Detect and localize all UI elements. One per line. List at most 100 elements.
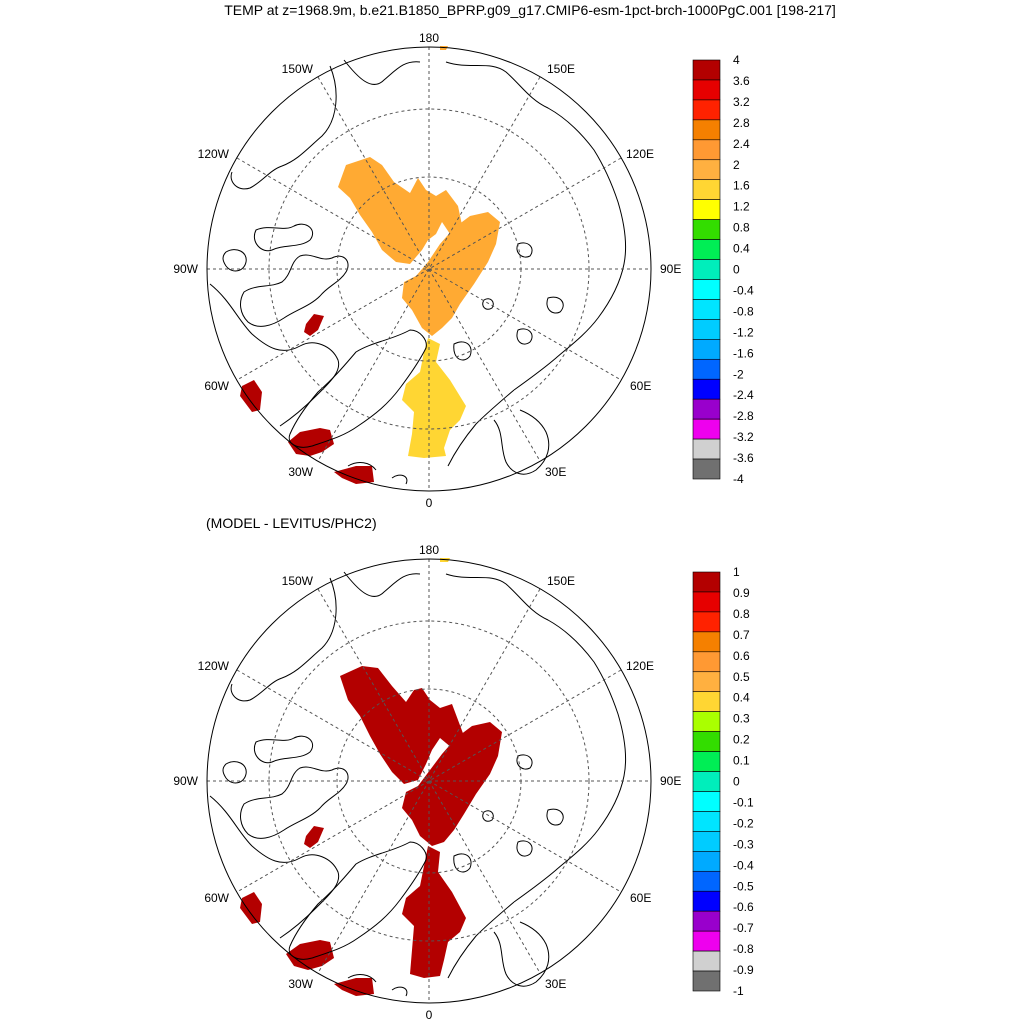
colorbar-swatch (692, 199, 721, 220)
colorbar-tick-label: -0.7 (733, 921, 754, 935)
colorbar-swatch (692, 219, 721, 240)
colorbar-tick-label: -2.8 (733, 409, 754, 423)
colorbar-tick-label: 0.7 (733, 628, 750, 642)
colorbar-tick-label: -3.6 (733, 451, 754, 465)
bottom-lon-label: 90W (173, 774, 198, 788)
colorbar-swatch (692, 591, 721, 613)
bottom-lon-label: 60W (204, 891, 229, 905)
bottom-coast-islands (453, 754, 564, 873)
bottom-grid (207, 559, 651, 1003)
colorbar-swatch (692, 811, 721, 832)
colorbar-tick-label: 4 (733, 53, 740, 67)
colorbar-swatch (692, 438, 721, 460)
bottom-field-iceland-basin (334, 978, 374, 996)
bottom-lon-label: 30E (545, 977, 566, 991)
bottom-field-fram-strait (402, 846, 466, 978)
colorbar-tick-label: -0.4 (733, 283, 754, 297)
colorbar-tick-label: 0.2 (733, 733, 750, 747)
bottom-coast-iceland-uk (347, 974, 408, 997)
top-lon-label: 150E (547, 62, 575, 76)
figure-subtitle: (MODEL - LEVITUS/PHC2) (206, 515, 377, 531)
colorbar-swatch (692, 631, 721, 653)
bottom-lon-label: 120W (198, 659, 230, 673)
colorbar-tick-label: -2.4 (733, 388, 754, 402)
top-lon-label: 180 (419, 31, 439, 45)
bottom-latitude-70 (268, 620, 590, 942)
colorbar-swatch (692, 970, 721, 992)
colorbar-swatch (692, 458, 721, 480)
bottom-coast-alaska (230, 571, 421, 702)
top-coast-islands (453, 242, 564, 361)
colorbar-swatch (692, 239, 721, 260)
colorbar-tick-label: -0.6 (733, 900, 754, 914)
bottom-coast-north-america (209, 795, 340, 939)
colorbar-swatch (692, 711, 721, 732)
colorbar-swatch (692, 571, 721, 593)
colorbar-tick-label: 0.4 (733, 242, 750, 256)
colorbar-swatch (692, 611, 721, 633)
colorbar-swatch (692, 651, 721, 673)
top-lon-label: 60W (204, 379, 229, 393)
top-lon-label: 60E (630, 379, 651, 393)
top-coastlines (209, 59, 627, 485)
top-coast-greenland (288, 329, 427, 448)
colorbar-tick-label: 3.2 (733, 95, 750, 109)
top-coast-north-america (209, 283, 340, 427)
top-coast-canadian-archipelago (222, 223, 349, 327)
top-field-central-basin (402, 212, 500, 336)
bottom-anomaly-fields (240, 558, 502, 996)
colorbar-swatch (692, 771, 721, 792)
colorbar-tick-label: -0.8 (733, 304, 754, 318)
top-anomaly-fields (240, 46, 500, 484)
bottom-lon-label: 90E (660, 774, 681, 788)
colorbar-swatch (692, 179, 721, 200)
colorbar-swatch (692, 691, 721, 712)
colorbar-swatch (692, 731, 721, 752)
bottom-map-boundary (206, 558, 652, 1004)
colorbar-tick-label: -2 (733, 367, 744, 381)
bottom-coast-greenland (288, 841, 427, 960)
colorbar-swatch (692, 671, 721, 693)
colorbar-tick-label: -4 (733, 472, 744, 486)
top-lon-label: 30W (288, 465, 313, 479)
bottom-lon-label: 120E (626, 659, 654, 673)
colorbar-tick-label: 1.6 (733, 179, 750, 193)
colorbar-tick-label: 2 (733, 158, 740, 172)
colorbar-tick-label: -0.8 (733, 942, 754, 956)
colorbar-tick-label: -1.6 (733, 346, 754, 360)
colorbar-tick-label: -0.9 (733, 963, 754, 977)
bottom-lon-label: 150W (282, 574, 314, 588)
colorbar-swatch (692, 79, 721, 101)
top-coast-iceland-uk (347, 462, 408, 485)
bottom-lon-label: 150E (547, 574, 575, 588)
top-colorbar: 4 3.6 3.2 2.8 2.4 2 1.6 1.2 0.8 0.4 0 -0.4 -0.8 -1.2 -… (692, 53, 754, 486)
colorbar-swatch (692, 99, 721, 121)
colorbar-swatch (692, 339, 721, 360)
top-field-fram-strait (402, 338, 466, 458)
bottom-coastlines (209, 571, 627, 997)
top-lon-label: 150W (282, 62, 314, 76)
bottom-coast-canadian-archipelago (222, 735, 349, 839)
colorbar-swatch (692, 59, 721, 81)
top-lon-label: 120E (626, 147, 654, 161)
figure-title: TEMP at z=1968.9m, b.e21.B1850_BPRP.g09_… (224, 2, 836, 18)
colorbar-tick-label: 0 (733, 263, 740, 277)
top-coast-scandinavia (447, 389, 550, 475)
colorbar-tick-label: -0.5 (733, 879, 754, 893)
colorbar-swatch (692, 851, 721, 872)
colorbar-swatch (692, 159, 721, 181)
colorbar-swatch (692, 751, 721, 772)
top-field-norwegian-sea (288, 428, 334, 456)
bottom-lon-label: 30W (288, 977, 313, 991)
top-coast-siberia (445, 61, 627, 391)
bottom-lon-label: 180 (419, 543, 439, 557)
top-lon-label: 120W (198, 147, 230, 161)
top-lon-label: 0 (426, 496, 433, 510)
colorbar-tick-label: -0.3 (733, 837, 754, 851)
bottom-colorbar: 1 0.9 0.8 0.7 0.6 0.5 0.4 0.3 0.2 0.1 0 -0.1 -0.2 -0.… (692, 565, 754, 998)
colorbar-tick-label: 0.3 (733, 712, 750, 726)
top-field-iceland-basin (334, 466, 374, 484)
colorbar-swatch (692, 791, 721, 812)
colorbar-tick-label: 0.4 (733, 691, 750, 705)
colorbar-tick-label: -0.1 (733, 795, 754, 809)
